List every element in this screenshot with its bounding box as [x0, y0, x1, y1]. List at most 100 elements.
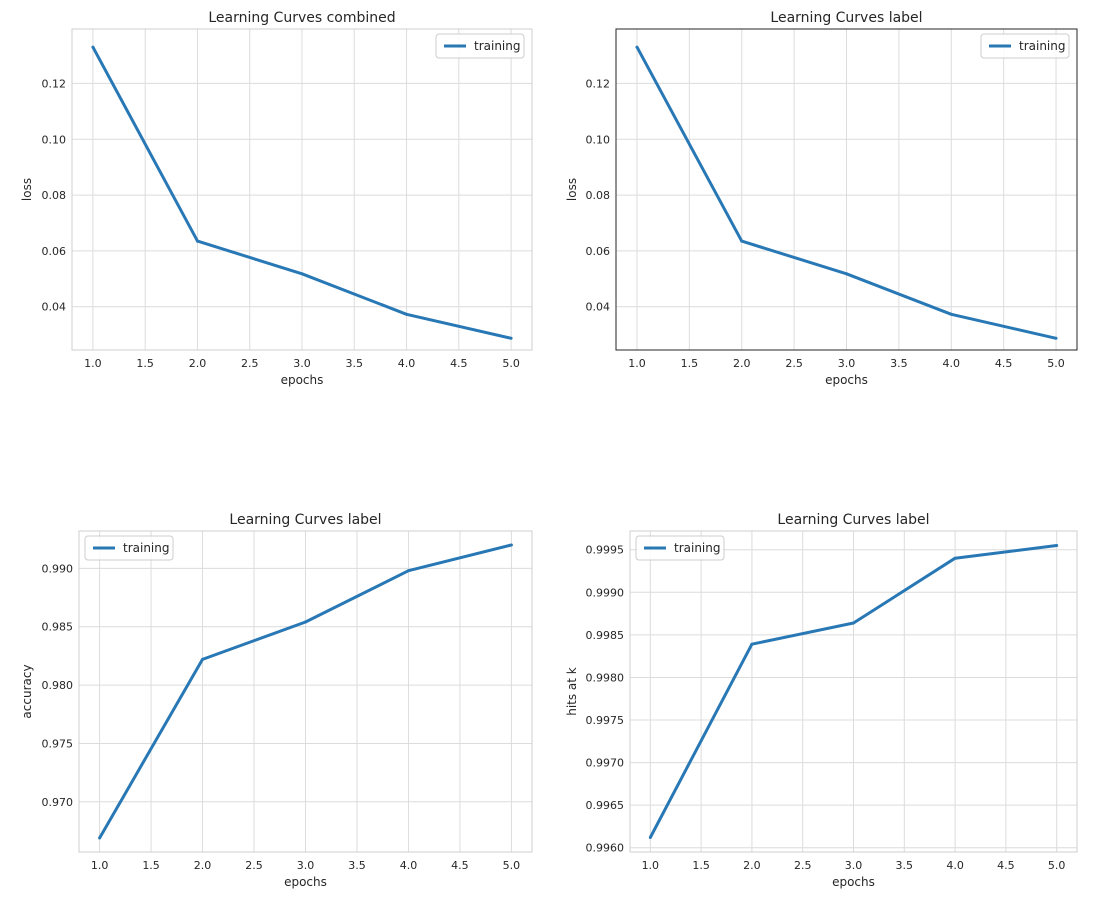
- y-tick-label: 0.975: [42, 737, 74, 750]
- legend: training: [435, 33, 525, 59]
- x-tick-label: 5.0: [1048, 859, 1066, 872]
- x-tick-label: 4.5: [997, 859, 1015, 872]
- y-tick-label: 0.06: [586, 245, 611, 258]
- x-axis-label: epochs: [284, 875, 327, 889]
- x-tick-label: 1.0: [628, 357, 646, 370]
- x-tick-label: 3.5: [890, 357, 908, 370]
- x-tick-label: 3.0: [293, 357, 311, 370]
- plot-frame: [629, 530, 1078, 853]
- x-tick-label: 4.0: [943, 357, 961, 370]
- y-tick-label: 0.9995: [586, 544, 625, 557]
- legend: training: [84, 535, 174, 561]
- x-tick-label: 1.5: [142, 859, 160, 872]
- data-point: [300, 272, 304, 276]
- y-axis-label: hits at k: [565, 667, 579, 716]
- y-tick-label: 0.12: [42, 77, 67, 90]
- legend-label: training: [1019, 39, 1066, 53]
- x-tick-label: 5.0: [503, 859, 521, 872]
- y-tick-label: 0.10: [42, 133, 67, 146]
- data-point: [852, 621, 855, 625]
- x-tick-label: 2.0: [743, 859, 761, 872]
- data-point: [1054, 336, 1058, 340]
- y-axis-label: loss: [20, 178, 34, 201]
- legend-label: training: [674, 541, 721, 555]
- data-point: [509, 543, 513, 547]
- x-tick-label: 3.0: [845, 859, 863, 872]
- x-axis-label: epochs: [832, 875, 875, 889]
- y-tick-label: 0.990: [42, 562, 74, 575]
- x-tick-label: 5.0: [1047, 357, 1065, 370]
- x-tick-label: 1.0: [84, 357, 102, 370]
- y-tick-label: 0.9965: [586, 799, 625, 812]
- y-tick-label: 0.9985: [586, 629, 625, 642]
- x-tick-label: 1.0: [91, 859, 109, 872]
- x-tick-label: 1.0: [642, 859, 660, 872]
- y-tick-label: 0.04: [42, 301, 67, 314]
- data-point: [406, 569, 410, 573]
- x-tick-label: 4.5: [995, 357, 1013, 370]
- y-tick-label: 0.980: [42, 679, 74, 692]
- x-tick-label: 4.5: [451, 859, 469, 872]
- y-tick-label: 0.10: [586, 133, 611, 146]
- legend-box: [635, 535, 725, 561]
- y-tick-label: 0.04: [586, 301, 611, 314]
- y-tick-label: 0.970: [42, 796, 74, 809]
- plot-frame: [615, 28, 1078, 351]
- x-tick-label: 2.0: [733, 357, 751, 370]
- x-tick-label: 3.5: [896, 859, 914, 872]
- y-tick-label: 0.9980: [586, 671, 625, 684]
- x-tick-label: 3.5: [346, 357, 364, 370]
- chart-title: Learning Curves label: [770, 10, 922, 26]
- x-tick-label: 2.5: [241, 357, 259, 370]
- x-tick-label: 4.5: [450, 357, 468, 370]
- data-point: [195, 239, 199, 243]
- x-tick-label: 2.0: [189, 357, 207, 370]
- x-tick-label: 3.5: [348, 859, 366, 872]
- data-point: [953, 556, 957, 560]
- legend-label: training: [474, 39, 521, 53]
- legend-label: training: [123, 541, 170, 555]
- chart-title: Learning Curves combined: [208, 10, 395, 26]
- x-tick-label: 4.0: [398, 357, 416, 370]
- data-point: [740, 239, 744, 243]
- y-tick-label: 0.9970: [586, 757, 625, 770]
- legend-box: [84, 535, 174, 561]
- chart-panel-2: 1.0 1.5 2.0 2.5 3.0 3.5 4.0 4.5 5.0 0.04 0.06 0.08 0…: [565, 10, 1078, 387]
- y-tick-label: 0.12: [586, 77, 611, 90]
- data-point: [845, 272, 848, 276]
- data-point: [201, 657, 205, 661]
- y-tick-label: 0.08: [586, 189, 611, 202]
- y-tick-label: 0.985: [42, 621, 74, 634]
- x-tick-label: 1.5: [692, 859, 710, 872]
- chart-panel-1: 1.0 1.5 2.0 2.5 3.0 3.5 4.0 4.5 5.0 0.04 0.06 0.08 0…: [20, 10, 533, 387]
- x-axis-label: epochs: [281, 373, 324, 387]
- plot-frame: [78, 530, 533, 853]
- x-tick-label: 3.0: [297, 859, 315, 872]
- data-point: [648, 836, 652, 840]
- y-tick-label: 0.08: [42, 189, 67, 202]
- x-tick-label: 4.0: [400, 859, 418, 872]
- data-point: [635, 45, 639, 49]
- data-point: [1055, 543, 1059, 547]
- x-tick-label: 2.5: [794, 859, 812, 872]
- data-point: [949, 312, 953, 316]
- x-tick-label: 4.0: [946, 859, 964, 872]
- legend: training: [980, 33, 1070, 59]
- plot-frame: [71, 28, 533, 351]
- data-point: [304, 620, 307, 624]
- y-tick-label: 0.9975: [586, 714, 625, 727]
- chart-title: Learning Curves label: [229, 512, 381, 528]
- data-point: [509, 336, 513, 340]
- x-axis-label: epochs: [825, 373, 868, 387]
- x-tick-label: 5.0: [502, 357, 520, 370]
- chart-title: Learning Curves label: [777, 512, 929, 528]
- x-tick-label: 3.0: [838, 357, 856, 370]
- x-tick-label: 1.5: [681, 357, 699, 370]
- x-tick-label: 2.5: [245, 859, 263, 872]
- x-tick-label: 2.5: [785, 357, 803, 370]
- data-point: [405, 312, 409, 316]
- y-tick-label: 0.9960: [586, 842, 625, 855]
- legend-box: [980, 33, 1070, 59]
- y-tick-label: 0.06: [42, 245, 67, 258]
